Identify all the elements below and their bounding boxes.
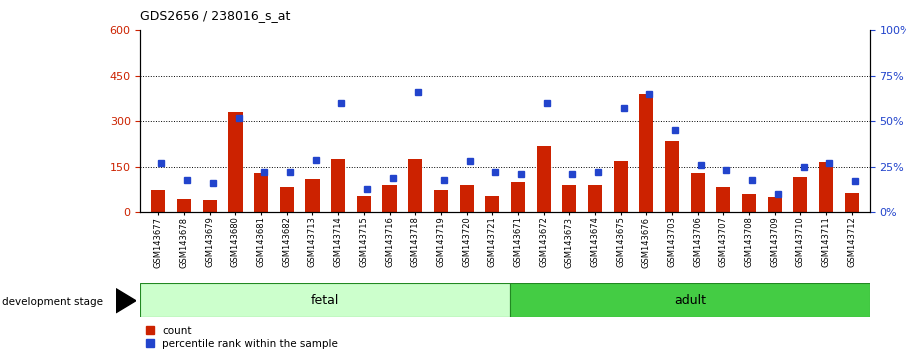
Bar [640,94,653,212]
Bar [767,197,782,212]
Text: fetal: fetal [311,293,340,307]
Bar [408,159,422,212]
Bar [254,173,268,212]
Text: development stage: development stage [2,297,102,307]
Bar [434,190,448,212]
Bar [357,196,371,212]
Bar [588,185,602,212]
Text: adult: adult [674,293,706,307]
Bar [844,193,859,212]
Bar [203,200,217,212]
Bar [536,145,551,212]
Bar [510,283,870,317]
Bar [331,159,345,212]
Bar [305,179,320,212]
Bar [177,199,191,212]
Bar [742,194,757,212]
Bar [794,177,807,212]
Bar [228,112,243,212]
Bar [459,185,474,212]
Bar [151,190,166,212]
Bar [819,162,834,212]
Bar [140,283,510,317]
Bar [563,185,576,212]
Text: GDS2656 / 238016_s_at: GDS2656 / 238016_s_at [140,9,291,22]
Bar [382,185,397,212]
Bar [486,196,499,212]
Bar [511,182,525,212]
Bar [613,161,628,212]
Legend: count, percentile rank within the sample: count, percentile rank within the sample [146,326,338,349]
Bar [280,187,294,212]
Polygon shape [116,289,136,313]
Bar [690,173,705,212]
Bar [665,141,680,212]
Bar [717,187,730,212]
